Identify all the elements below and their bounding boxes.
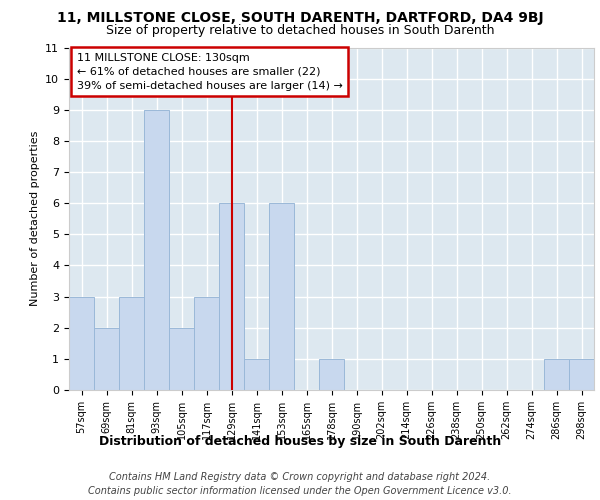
Bar [144, 110, 169, 390]
Bar [269, 203, 294, 390]
Text: Distribution of detached houses by size in South Darenth: Distribution of detached houses by size … [99, 435, 501, 448]
Bar [194, 296, 219, 390]
Bar [219, 203, 244, 390]
Text: Size of property relative to detached houses in South Darenth: Size of property relative to detached ho… [106, 24, 494, 37]
Text: 11 MILLSTONE CLOSE: 130sqm
← 61% of detached houses are smaller (22)
39% of semi: 11 MILLSTONE CLOSE: 130sqm ← 61% of deta… [77, 52, 343, 90]
Text: Contains public sector information licensed under the Open Government Licence v3: Contains public sector information licen… [88, 486, 512, 496]
Text: 11, MILLSTONE CLOSE, SOUTH DARENTH, DARTFORD, DA4 9BJ: 11, MILLSTONE CLOSE, SOUTH DARENTH, DART… [56, 11, 544, 25]
Bar [94, 328, 119, 390]
Bar [569, 359, 594, 390]
Bar [319, 359, 344, 390]
Text: Contains HM Land Registry data © Crown copyright and database right 2024.: Contains HM Land Registry data © Crown c… [109, 472, 491, 482]
Y-axis label: Number of detached properties: Number of detached properties [30, 131, 40, 306]
Bar [544, 359, 569, 390]
Bar [119, 296, 144, 390]
Bar [169, 328, 194, 390]
Bar [69, 296, 94, 390]
Bar [244, 359, 269, 390]
